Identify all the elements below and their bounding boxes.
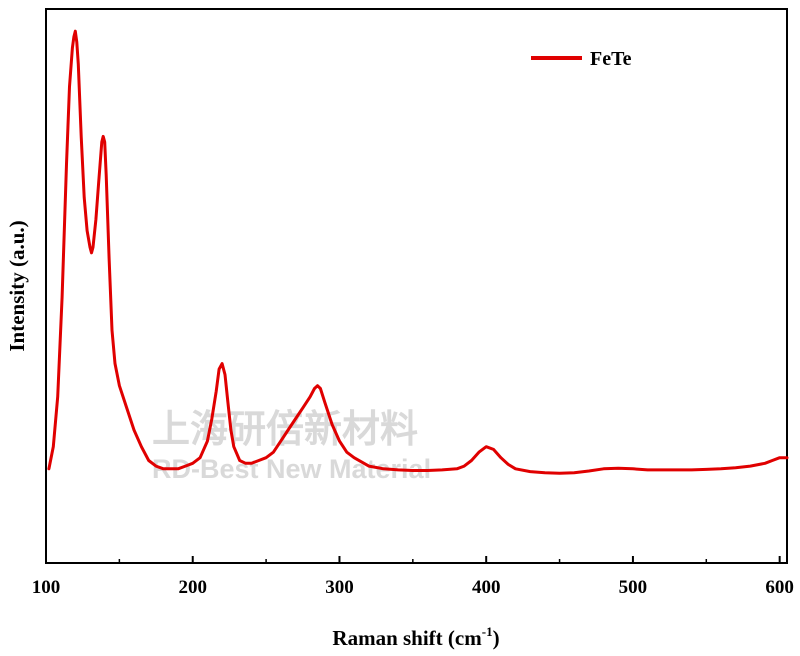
y-axis-title: Intensity (a.u.) — [5, 220, 29, 351]
legend: FeTe — [531, 48, 632, 70]
x-axis-title-sup: -1 — [482, 624, 493, 639]
legend-label-fete: FeTe — [590, 48, 632, 70]
x-tick-label-400: 400 — [472, 577, 501, 598]
plot-frame — [45, 8, 788, 564]
x-tick-label-600: 600 — [765, 577, 794, 598]
x-axis-title-close: ) — [493, 626, 500, 650]
x-axis-title: Raman shift (cm-1) — [332, 624, 499, 650]
x-axis-tick-labels: 100 200 300 400 500 600 — [32, 577, 794, 598]
x-axis-ticks — [45, 556, 781, 563]
series-line-fete — [47, 29, 789, 475]
watermark-chinese: 上海研倍新材料 — [152, 407, 418, 451]
x-tick-label-100: 100 — [32, 577, 61, 598]
x-tick-label-300: 300 — [325, 577, 354, 598]
x-axis-title-main: Raman shift (cm — [332, 626, 482, 650]
x-tick-label-500: 500 — [619, 577, 648, 598]
watermark: 上海研倍新材料 RD-Best New Material — [152, 407, 431, 484]
x-tick-label-200: 200 — [178, 577, 207, 598]
